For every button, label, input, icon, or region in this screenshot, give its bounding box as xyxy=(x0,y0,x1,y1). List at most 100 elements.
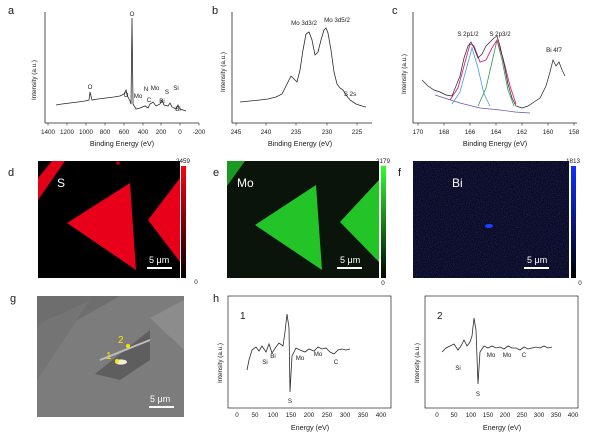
scalebar-label: 5 μm xyxy=(527,255,547,265)
xtick-label: 200 xyxy=(156,129,167,136)
marker-label-1: 1 xyxy=(106,351,112,362)
ylabel-b: Intensity (a.u.) xyxy=(220,52,227,92)
xtick-label: 168 xyxy=(439,129,450,136)
flake xyxy=(255,185,322,270)
ylabel-a: Intensity (a.u.) xyxy=(31,60,38,100)
peak-label: Bi xyxy=(159,98,165,105)
ylabel-h: Intensity (a.u.) xyxy=(217,343,224,383)
peak-label: Mo xyxy=(487,352,496,359)
xtick-label: 245 xyxy=(231,129,242,136)
xtick-label: 1400 xyxy=(41,129,56,136)
peak-label: S 2p1/2 xyxy=(457,31,479,38)
scalebar-label: 5 μm xyxy=(150,394,170,404)
peak-label: Si xyxy=(455,365,461,372)
peak-label: S 2s xyxy=(344,91,356,98)
panel-letter-d: d xyxy=(8,167,14,179)
region xyxy=(150,300,184,350)
colorbar-max: 1813 xyxy=(566,158,581,165)
xticks-h2: 0 50 100 150 200 250 300 350 400 xyxy=(435,412,579,419)
peak-label: Mo 3d5/2 xyxy=(324,17,350,24)
xticks-b: 245 240 235 230 225 xyxy=(231,123,363,136)
xtick-label: 350 xyxy=(551,412,562,419)
peak-label: Mo 3d3/2 xyxy=(291,20,317,27)
xticks-h1: 0 50 100 150 200 250 300 350 400 xyxy=(235,412,387,419)
xtick-label: 230 xyxy=(322,129,333,136)
xlabel-h1: Energy (eV) xyxy=(291,423,329,432)
s2p-spectrum xyxy=(421,35,566,109)
region xyxy=(37,300,90,380)
element-label-bi: Bi xyxy=(452,176,463,190)
peak-label: Bi xyxy=(270,353,276,360)
xtick-label: 164 xyxy=(491,129,502,136)
spectrum-label: 2 xyxy=(437,311,443,322)
panel-letter-e: e xyxy=(213,167,219,179)
peak-label: Bi 4f7 xyxy=(546,47,562,54)
spectrum-2: Intensity (a.u.) 2 Si Mo Mo C S 0 50 100… xyxy=(414,295,579,432)
xtick-label: 100 xyxy=(268,412,279,419)
panel-a: a Intensity (a.u.) 1400 1200 1000 800 60… xyxy=(8,5,206,148)
spectrum-label: 1 xyxy=(240,311,246,322)
flake xyxy=(227,161,245,186)
peak-label: N xyxy=(144,86,148,93)
peak-label: C xyxy=(334,359,339,366)
xtick-label: 800 xyxy=(100,129,111,136)
panel-c: c Intensity (a.u.) 170 168 166 164 162 1… xyxy=(392,5,580,148)
xtick-label: 300 xyxy=(534,412,545,419)
xtick-label: 0 xyxy=(435,412,439,419)
peak-label: S xyxy=(288,398,292,405)
xtick-label: 400 xyxy=(376,412,387,419)
panel-e: e Mo 5 μm 2179 0 xyxy=(213,158,390,287)
panel-letter-f: f xyxy=(398,167,402,179)
flake xyxy=(67,183,136,270)
peak-label: Si xyxy=(173,85,179,92)
mo3d-spectrum xyxy=(239,27,367,108)
panel-g: g 1 2 5 μm xyxy=(10,293,184,417)
xlabel-c: Binding Energy (eV) xyxy=(463,139,527,148)
panel-letter-c: c xyxy=(392,5,398,17)
bright-edge xyxy=(99,339,151,361)
xlabel-h2: Energy (eV) xyxy=(483,423,521,432)
xtick-label: 250 xyxy=(322,412,333,419)
spectrum-1: Intensity (a.u.) 1 Si Bi Mo Mo C S 0 50 … xyxy=(217,295,392,432)
ylabel-h2: Intensity (a.u.) xyxy=(414,343,421,383)
peak-label: S 2p3/2 xyxy=(489,31,511,38)
peak-label: Mo xyxy=(314,351,323,358)
xtick-label: 400 xyxy=(568,412,579,419)
peak-label: C xyxy=(522,352,527,359)
peak-labels-a: O O O Mo N C Mo Bi S Si Bi xyxy=(88,11,181,113)
element-label-mo: Mo xyxy=(237,176,254,190)
fit-baseline xyxy=(434,94,531,114)
colorbar-max: 2459 xyxy=(176,158,191,165)
xtick-label: 170 xyxy=(413,129,424,136)
panel-letter-h: h xyxy=(213,293,219,305)
colorbar-min: 0 xyxy=(194,279,198,286)
survey-spectrum xyxy=(55,17,187,112)
colorbar-min: 0 xyxy=(381,280,385,287)
peak-label: Mo xyxy=(503,352,512,359)
xtick-label: 235 xyxy=(291,129,302,136)
colorbar-s xyxy=(181,166,186,278)
peak-label: Bi xyxy=(175,106,181,113)
panel-letter-a: a xyxy=(8,5,15,17)
xtick-label: 0 xyxy=(235,412,239,419)
xtick-label: 600 xyxy=(119,129,130,136)
panel-letter-g: g xyxy=(10,293,16,305)
peak-label: S xyxy=(165,89,169,96)
panel-d: d S 5 μm 2459 0 xyxy=(8,158,198,286)
xtick-label: 158 xyxy=(569,129,580,136)
panel-letter-b: b xyxy=(212,5,218,17)
scalebar-label: 5 μm xyxy=(149,255,169,265)
peak-label: C xyxy=(147,97,152,104)
colorbar-max: 2179 xyxy=(376,158,391,165)
fit-component-2p3 xyxy=(477,39,515,107)
flake xyxy=(95,330,150,380)
xtick-label: 225 xyxy=(352,129,363,136)
particle xyxy=(116,161,120,165)
marker-1 xyxy=(115,359,119,363)
xlabel-a: Binding Energy (eV) xyxy=(90,139,154,148)
element-label-s: S xyxy=(57,176,65,190)
xtick-label: 200 xyxy=(304,412,315,419)
plot-frame xyxy=(227,295,392,409)
xtick-label: 162 xyxy=(517,129,528,136)
